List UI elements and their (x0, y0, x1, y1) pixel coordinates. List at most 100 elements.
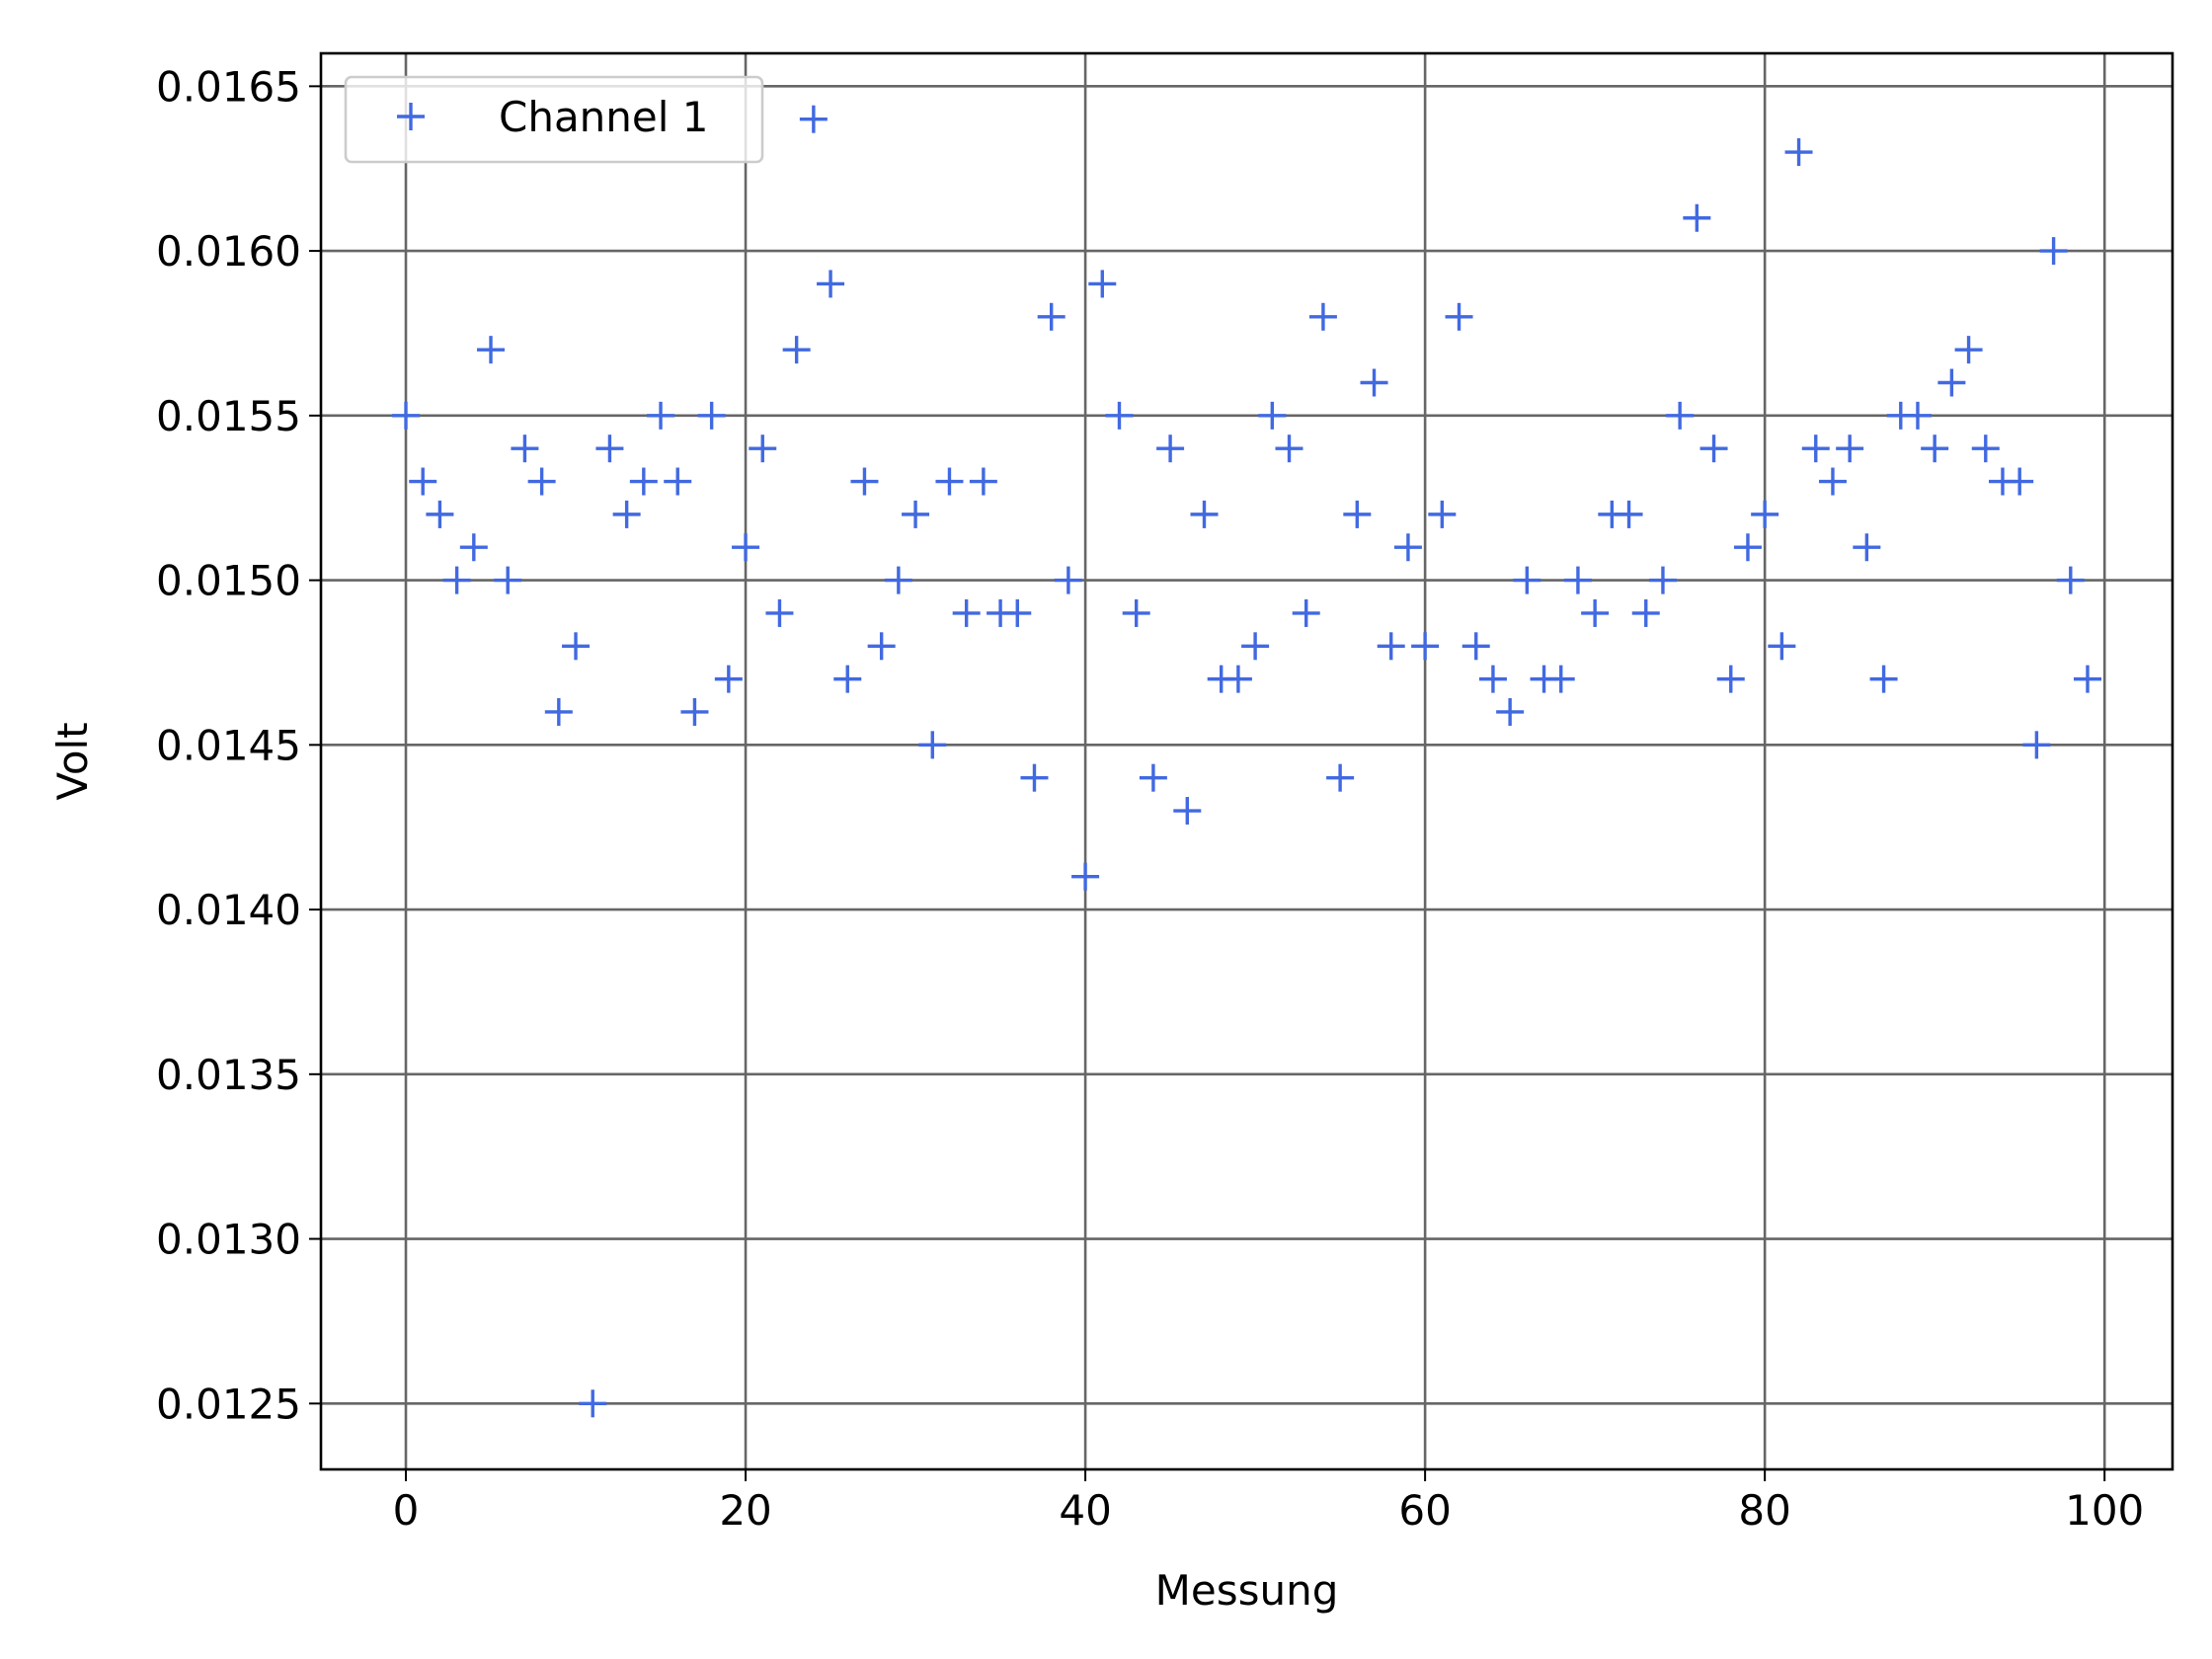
data-point (392, 401, 421, 430)
x-tick-label: 60 (1398, 1486, 1451, 1535)
data-point (1751, 500, 1779, 528)
data-point (867, 632, 896, 661)
data-point (1581, 598, 1610, 627)
data-point (1836, 434, 1864, 463)
data-point (1105, 401, 1134, 430)
data-point (544, 697, 573, 726)
data-point (1462, 632, 1490, 661)
data-point (562, 632, 591, 661)
y-tick-label: 0.0125 (156, 1380, 301, 1428)
data-point (1853, 533, 1881, 562)
data-point (969, 467, 997, 496)
data-point (2056, 566, 2085, 594)
x-tick-label: 80 (1738, 1486, 1790, 1535)
grid-lines (321, 53, 2172, 1469)
data-point (409, 467, 437, 496)
data-point (952, 598, 981, 627)
data-point (1631, 598, 1660, 627)
data-point (459, 533, 488, 562)
data-point (1020, 763, 1049, 792)
data-point (511, 434, 539, 463)
data-point (1903, 401, 1932, 430)
y-tick-label: 0.0140 (156, 886, 301, 934)
data-point (1683, 203, 1711, 232)
data-point (1190, 500, 1219, 528)
data-point (1648, 566, 1677, 594)
data-point (477, 336, 506, 364)
x-tick-label: 20 (719, 1486, 771, 1535)
data-point (1666, 401, 1695, 430)
data-point (1801, 434, 1830, 463)
data-point (1428, 500, 1457, 528)
y-axis-label: Volt (48, 722, 97, 800)
data-point (1784, 138, 1813, 167)
data-point (2039, 237, 2068, 266)
series-channel-1 (392, 105, 2101, 1418)
data-point (1275, 434, 1304, 463)
data-point (2073, 665, 2101, 693)
data-point (1003, 598, 1032, 627)
y-tick-label: 0.0165 (156, 62, 301, 111)
data-point (647, 401, 675, 430)
data-point (612, 500, 641, 528)
data-point (1360, 368, 1388, 397)
data-point (935, 467, 964, 496)
data-point (1615, 500, 1643, 528)
y-tick-label: 0.0135 (156, 1051, 301, 1099)
plot-area-frame (319, 51, 2174, 1471)
legend-marker (397, 103, 425, 130)
data-point (732, 533, 760, 562)
data-point (1292, 598, 1320, 627)
data-point (850, 467, 879, 496)
y-tick-label: 0.0145 (156, 721, 301, 769)
data-point (1869, 665, 1898, 693)
data-point (765, 598, 794, 627)
data-point (1088, 270, 1117, 298)
data-point (2022, 731, 2051, 759)
data-point (1326, 763, 1355, 792)
x-tick-label: 100 (2065, 1486, 2144, 1535)
data-point (1954, 336, 1983, 364)
data-point (680, 697, 709, 726)
data-point (1377, 632, 1405, 661)
y-tick-label: 0.0130 (156, 1216, 301, 1264)
data-point (714, 665, 743, 693)
data-point (1768, 632, 1796, 661)
data-point (884, 566, 912, 594)
data-point (629, 467, 658, 496)
y-tick-label: 0.0150 (156, 557, 301, 605)
data-point (426, 500, 454, 528)
data-point (799, 105, 828, 133)
data-point (1122, 598, 1150, 627)
data-point (1224, 665, 1252, 693)
legend-box (344, 75, 764, 164)
y-axis-ticks: 0.0125 0.0130 0.0135 0.0140 0.0145 0.0150 0.01… (156, 62, 321, 1428)
data-point (1478, 665, 1507, 693)
data-point (1258, 401, 1287, 430)
data-point (833, 665, 862, 693)
data-point (1563, 566, 1592, 594)
data-point (1071, 862, 1100, 891)
data-point (442, 566, 471, 594)
y-tick-label: 0.0155 (156, 392, 301, 440)
y-tick-label: 0.0160 (156, 227, 301, 276)
data-point (1513, 566, 1541, 594)
data-point (664, 467, 692, 496)
data-point (697, 401, 726, 430)
data-point (1496, 697, 1525, 726)
data-point (494, 566, 522, 594)
legend-marker-plus (397, 103, 425, 130)
data-point (749, 434, 777, 463)
data-point (1921, 434, 1949, 463)
data-point (1054, 566, 1082, 594)
data-point (782, 336, 811, 364)
data-point (1156, 434, 1185, 463)
legend-label-channel-1: Channel 1 (499, 93, 709, 141)
x-axis-ticks: 0 20 40 60 80 100 (393, 1469, 2144, 1535)
data-point (918, 731, 947, 759)
data-point (1037, 302, 1066, 331)
data-point (1937, 368, 1966, 397)
legend: Channel 1 (344, 75, 764, 164)
data-point (1241, 632, 1270, 661)
data-point (1393, 533, 1422, 562)
